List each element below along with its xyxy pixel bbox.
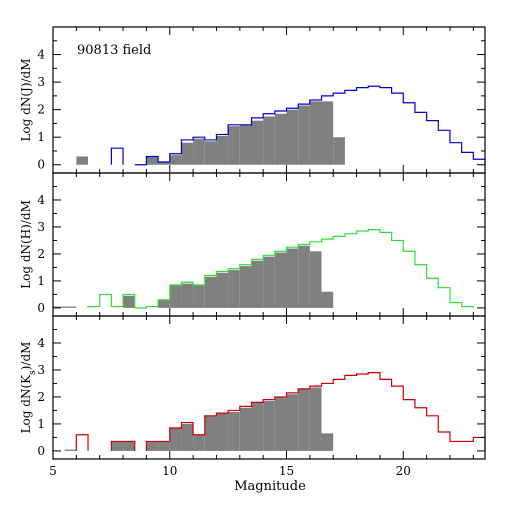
x-tick-label: 5 xyxy=(49,464,57,478)
y-axis-label: Log dN(J)/dM xyxy=(19,58,33,141)
y-tick-label: 1 xyxy=(37,417,45,431)
filled-bar xyxy=(251,402,264,451)
filled-bar xyxy=(53,306,65,308)
filled-bar xyxy=(181,142,194,165)
filled-bar xyxy=(239,124,252,165)
y-tick-label: 4 xyxy=(37,193,45,207)
filled-bar xyxy=(204,415,217,451)
filled-bar xyxy=(321,101,334,165)
filled-bar xyxy=(64,449,77,451)
filled-bar xyxy=(298,105,310,165)
filled-bar xyxy=(309,101,322,165)
y-tick-label: 2 xyxy=(37,390,45,404)
filled-bar xyxy=(286,394,299,451)
y-tick-label: 4 xyxy=(37,336,45,350)
y-tick-label: 3 xyxy=(37,75,45,89)
filled-bar xyxy=(158,441,170,451)
filled-bar xyxy=(216,272,229,308)
x-tick-label: 20 xyxy=(396,464,411,478)
filled-bar xyxy=(298,245,310,308)
filled-bar xyxy=(309,251,322,308)
y-tick-label: 1 xyxy=(37,130,45,144)
filled-bar xyxy=(321,291,334,308)
filled-bar xyxy=(216,135,229,165)
filled-bar xyxy=(333,137,345,165)
filled-bar xyxy=(321,433,334,451)
filled-bar xyxy=(123,295,135,308)
panel-frame xyxy=(52,315,486,460)
panel-3: 0 1 2 3 4 5 10 15 20 Log dN(Ks)/dM xyxy=(19,315,486,478)
filled-bar xyxy=(169,155,182,165)
x-tick-label: 10 xyxy=(162,464,177,478)
y-tick-label: 0 xyxy=(37,444,45,458)
field-annotation: 90813 field xyxy=(77,43,151,58)
y-axis-label: Log dN(H)/dM xyxy=(19,200,33,289)
x-axis-label: Magnitude xyxy=(234,479,306,494)
filled-bar xyxy=(216,413,229,451)
filled-bar xyxy=(228,126,240,165)
filled-bar xyxy=(146,156,159,165)
y-axis-label: Log dN(Ks)/dM xyxy=(19,342,38,434)
filled-bar xyxy=(158,299,170,308)
filled-bar xyxy=(204,276,217,308)
filled-bar xyxy=(123,441,135,451)
filled-bar xyxy=(286,248,299,308)
outline-histogram xyxy=(75,372,486,451)
y-tick-label: 0 xyxy=(37,301,45,315)
filled-bar xyxy=(76,156,89,165)
y-tick-label: 1 xyxy=(37,274,45,288)
filled-bar xyxy=(193,434,205,451)
filled-bar xyxy=(263,400,275,451)
x-tick-label: 15 xyxy=(279,464,294,478)
y-tick-label: 3 xyxy=(37,363,45,377)
filled-bar xyxy=(193,138,205,165)
filled-bar xyxy=(274,252,287,308)
filled-bar xyxy=(274,396,287,451)
filled-bar xyxy=(158,161,170,165)
y-tick-label: 3 xyxy=(37,220,45,234)
filled-bar xyxy=(181,423,194,451)
panel-1: 0 1 2 3 4 Log dN(J)/dM xyxy=(19,26,486,174)
filled-bar xyxy=(251,120,264,165)
y-tick-label: 2 xyxy=(37,247,45,261)
filled-bar xyxy=(251,260,264,308)
filled-bar xyxy=(111,441,124,451)
outline-histogram xyxy=(110,85,486,166)
filled-bar xyxy=(239,266,252,308)
filled-bar xyxy=(228,411,240,451)
y-tick-label: 4 xyxy=(37,48,45,62)
y-tick-label: 0 xyxy=(37,158,45,172)
filled-bar xyxy=(193,284,205,308)
filled-bar xyxy=(309,387,322,451)
filled-bar xyxy=(169,284,182,308)
filled-bar xyxy=(204,141,217,165)
filled-bar xyxy=(146,441,159,451)
filled-bar xyxy=(228,270,240,308)
filled-bar xyxy=(298,388,310,451)
outline-histogram xyxy=(87,229,474,309)
filled-bar xyxy=(169,427,182,451)
filled-bar xyxy=(263,116,275,165)
y-tick-label: 2 xyxy=(37,103,45,117)
filled-bar xyxy=(64,306,77,308)
filled-bar xyxy=(181,283,194,308)
panels-group: 0 1 2 3 4 Log dN(J)/dM 0 1 2 3 4 Log dN(H)/dM 0 1 2 3 4 5… xyxy=(19,26,486,478)
panel-2: 0 1 2 3 4 Log dN(H)/dM xyxy=(19,172,486,317)
filled-bar xyxy=(274,113,287,165)
filled-bar xyxy=(286,109,299,165)
filled-bar xyxy=(239,407,252,451)
filled-bar xyxy=(263,256,275,308)
